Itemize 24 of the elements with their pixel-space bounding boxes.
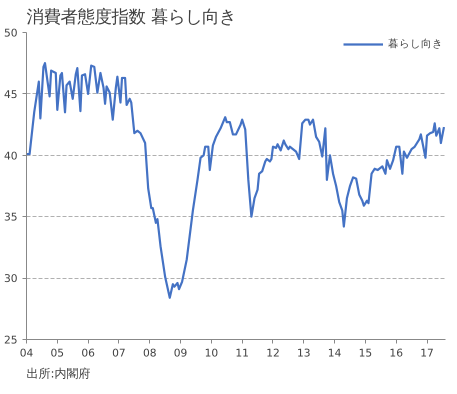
- text: 出所:内閣府: [26, 366, 91, 380]
- line-series: [26, 62, 446, 299]
- x-tick-label: 04: [20, 346, 34, 360]
- y-tick-label: 40: [4, 149, 18, 162]
- x-tick-label: 13: [297, 346, 311, 360]
- y-tick-label: 45: [4, 88, 18, 101]
- x-tick-label: 10: [204, 346, 218, 360]
- x-tick-label: 09: [174, 346, 188, 360]
- x-tick-label: 16: [389, 346, 404, 360]
- legend-label: 暮らし向き: [388, 37, 443, 51]
- x-tick-label: 08: [142, 346, 157, 360]
- x-tick-label: 12: [266, 346, 280, 360]
- x-tick-label: 07: [112, 346, 126, 360]
- y-tick-label: 30: [4, 272, 18, 286]
- y-tick-label: 35: [4, 210, 18, 224]
- x-tick-label: 05: [50, 346, 64, 360]
- y-tick-label: 25: [4, 334, 18, 346]
- chart-title: 消費者態度指数 暮らし向き: [26, 8, 236, 28]
- x-tick-label: 17: [420, 346, 434, 360]
- x-tick-label: 14: [328, 346, 342, 360]
- y-tick-label: 50: [4, 26, 18, 40]
- x-tick-label: 11: [235, 346, 249, 360]
- x-tick-label: 06: [81, 346, 96, 360]
- x-tick-label: 15: [358, 346, 372, 360]
